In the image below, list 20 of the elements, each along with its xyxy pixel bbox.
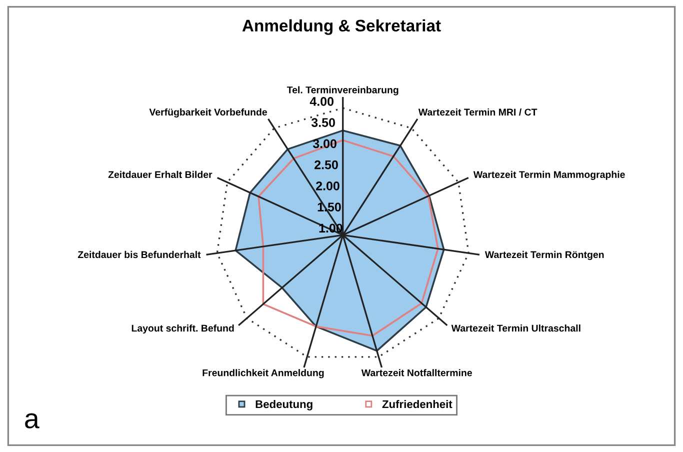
spoke-label: Wartezeit Termin MRI / CT [418,108,538,116]
spoke-label: Tel. Terminvereinbarung [286,86,398,96]
legend-label: Zufriedenheit [382,400,452,408]
spoke-label: Freundlichkeit Anmeldung [202,369,324,378]
chart-title: Anmeldung & Sekretariat [242,19,441,35]
spoke-label: Zeitdauer bis Befunderhalt [78,250,201,258]
spoke-label: Wartezeit Termin Röntgen [484,250,604,260]
text: a [25,413,40,428]
spoke-label: Wartezeit Termin Mammographie [473,170,625,180]
legend-label: Bedeutung [256,400,312,410]
spoke-label: Wartezeit Notfalltermine [361,369,472,376]
y-tick-label: 3.50 [311,118,335,127]
y-tick-label: 2.50 [314,160,338,170]
y-tick-label: 4.00 [310,97,334,106]
spoke-label: Zeitdauer Erhalt Bilder [108,170,212,178]
spoke-label: Layout schrift. Befund [132,324,234,334]
y-tick-label: 3.00 [312,139,336,148]
y-tick-label: 2.00 [316,181,340,190]
spoke-label: Verfügbarkeit Vorbefunde [149,108,268,118]
spoke-label: Wartezeit Termin Ultraschall [451,324,580,332]
